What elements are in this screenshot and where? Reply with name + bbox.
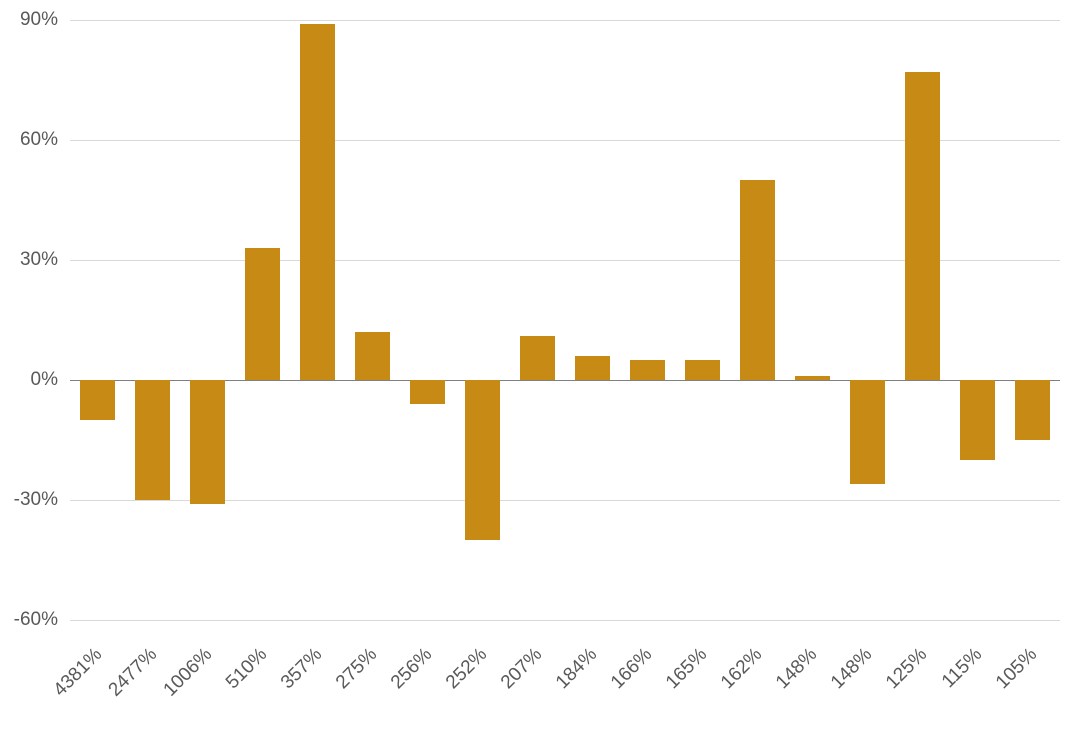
bar <box>575 356 609 380</box>
bar <box>1015 380 1049 440</box>
bar-chart: -60%-30%0%30%60%90% 4381%2477%1006%510%3… <box>0 0 1080 732</box>
bar <box>465 380 499 540</box>
bar <box>300 24 334 380</box>
gridline <box>70 20 1060 21</box>
bar <box>740 180 774 380</box>
y-tick-label: 0% <box>31 369 70 391</box>
bar <box>135 380 169 500</box>
bar <box>960 380 994 460</box>
bar <box>410 380 444 404</box>
bar <box>905 72 939 380</box>
bar <box>245 248 279 380</box>
y-tick-label: -60% <box>14 609 70 631</box>
bar <box>685 360 719 380</box>
bar <box>795 376 829 380</box>
plot-area: -60%-30%0%30%60%90% <box>70 20 1060 620</box>
y-tick-label: 90% <box>20 9 70 31</box>
bar <box>190 380 224 504</box>
bar <box>630 360 664 380</box>
bar <box>520 336 554 380</box>
bar <box>80 380 114 420</box>
y-tick-label: 60% <box>20 129 70 151</box>
x-axis-labels: 4381%2477%1006%510%357%275%256%252%207%1… <box>70 644 1060 744</box>
y-tick-label: -30% <box>14 489 70 511</box>
bar <box>850 380 884 484</box>
y-tick-label: 30% <box>20 249 70 271</box>
bar <box>355 332 389 380</box>
